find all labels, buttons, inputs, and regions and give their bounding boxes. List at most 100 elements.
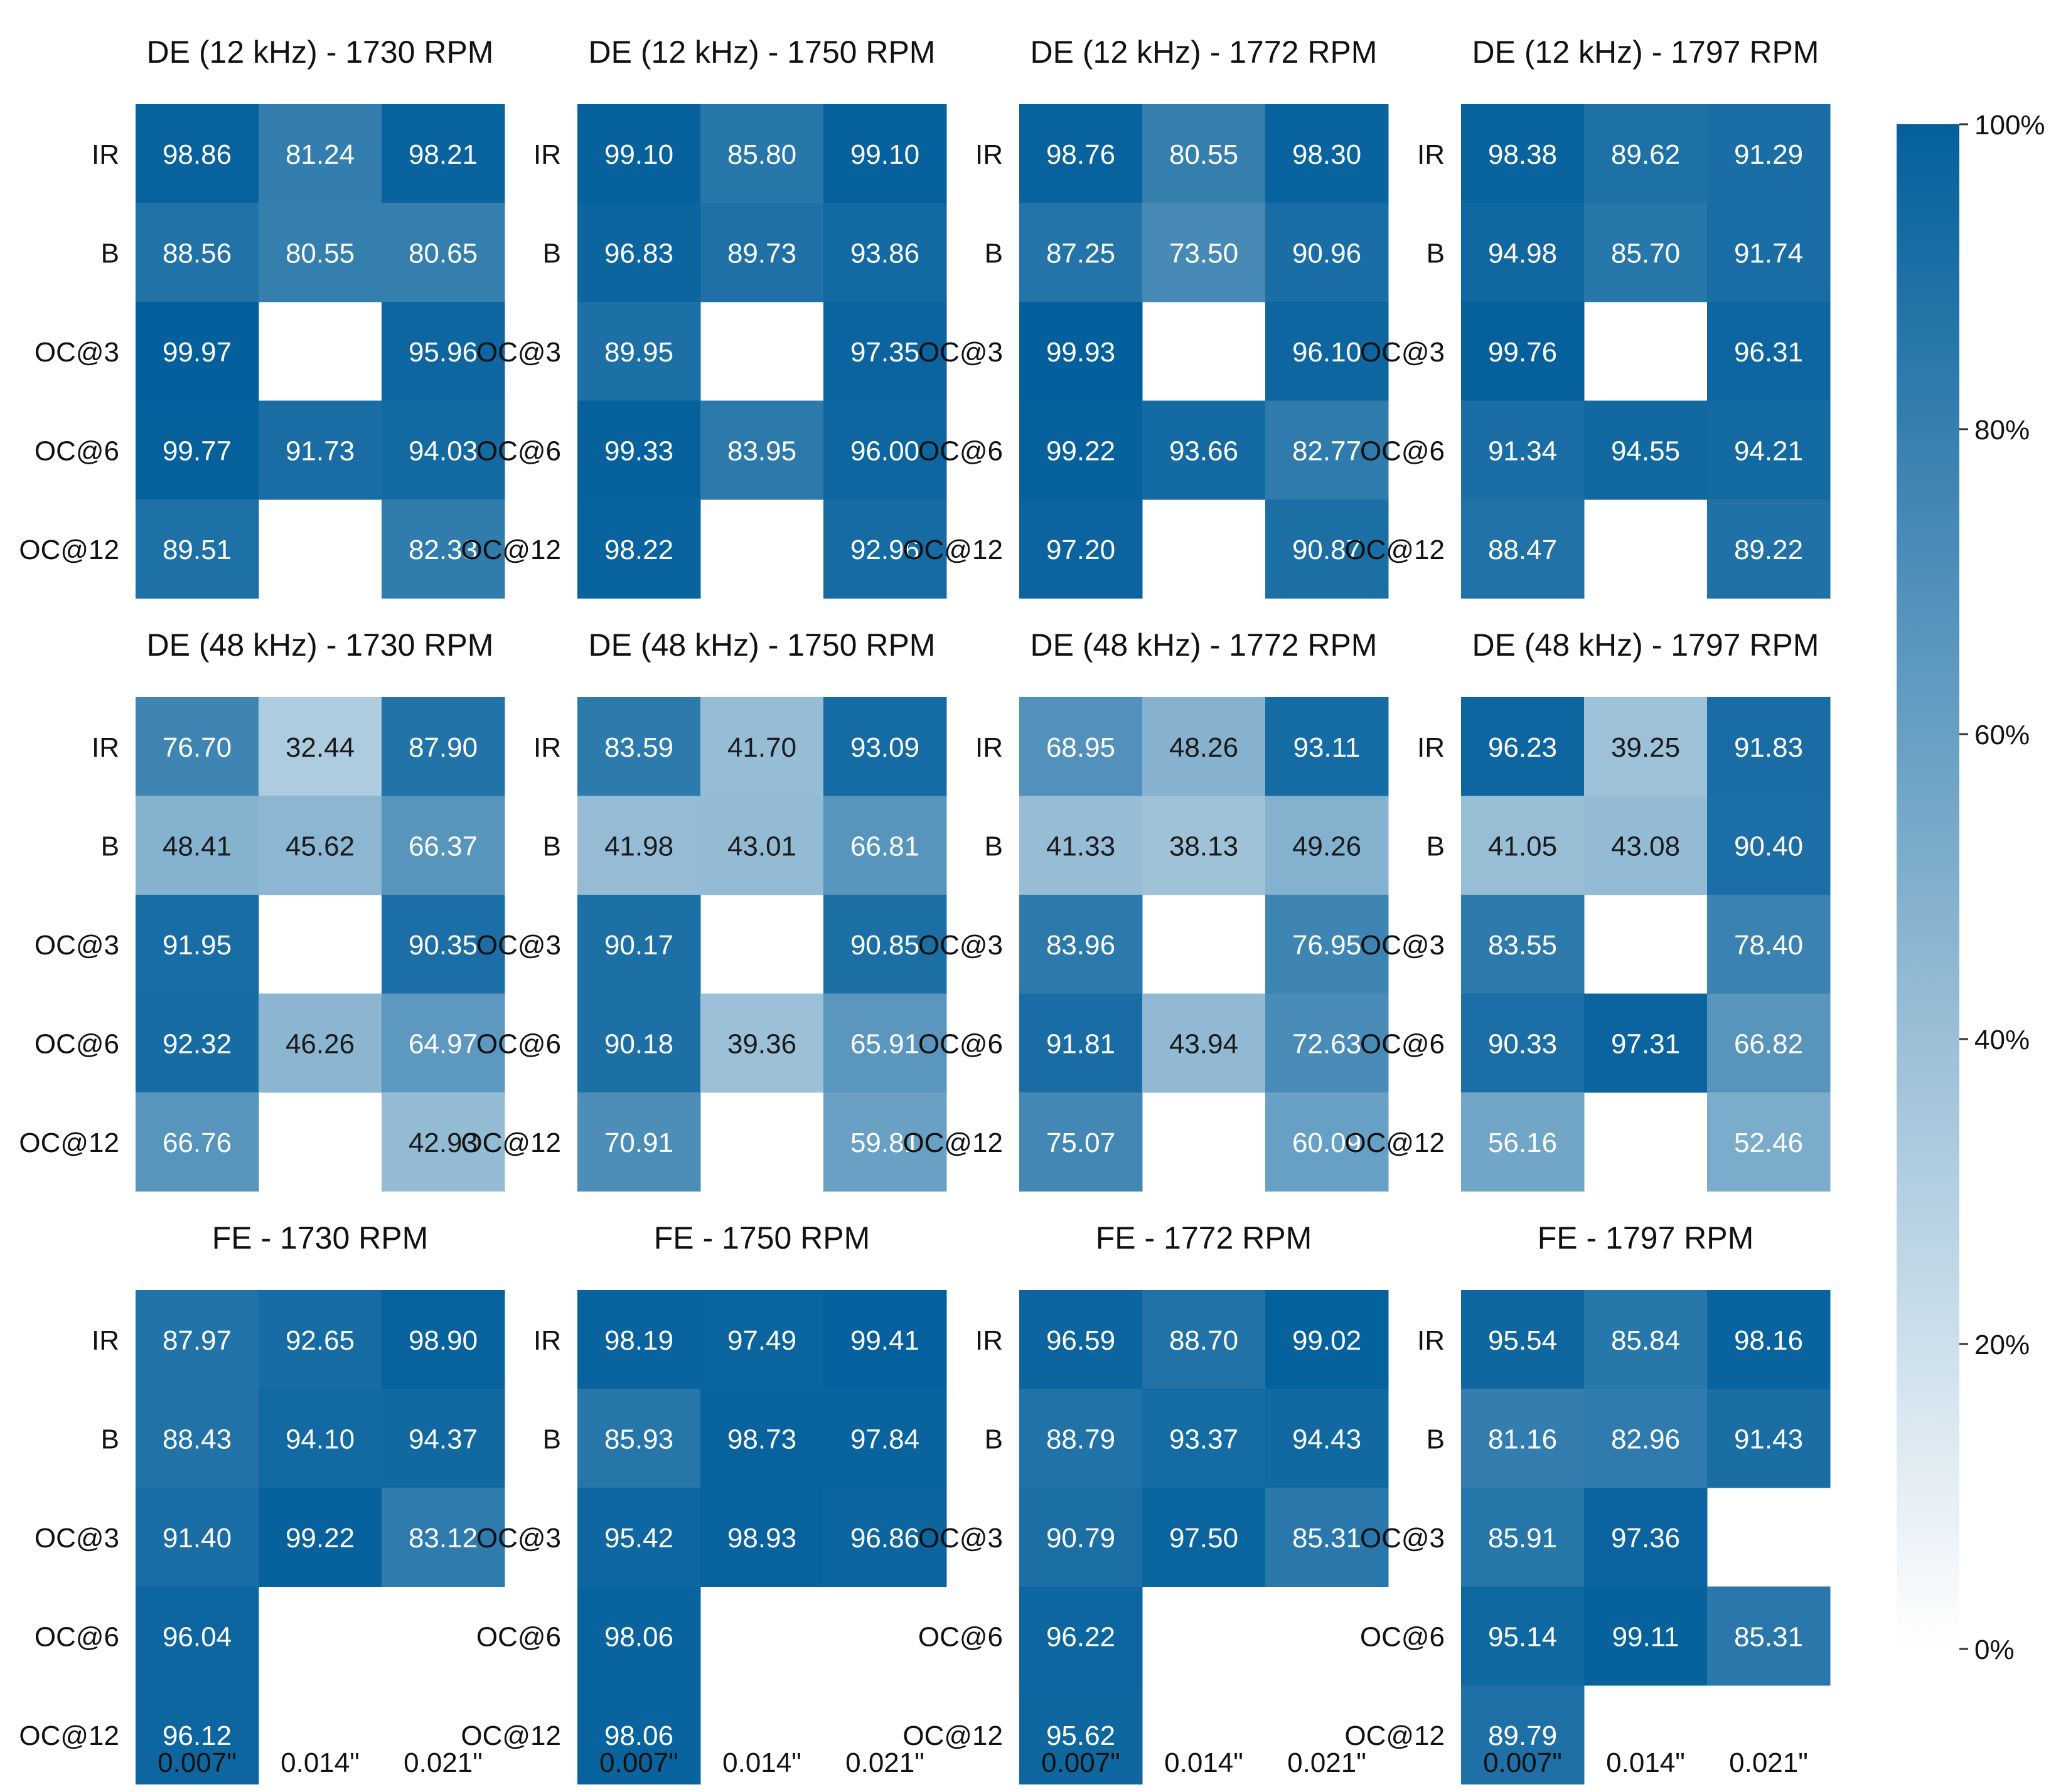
heatmap-cell (1019, 1488, 1143, 1587)
heatmap-panel: DE (12 kHz) - 1772 RPM 98.76 80.55 98.30 87.… (902, 35, 1389, 599)
heatmap-cell (1584, 993, 1708, 1093)
cell-value-label: 95.54 (1488, 1325, 1557, 1356)
heatmap-cell (823, 1290, 947, 1389)
heatmap-cell (1461, 895, 1585, 994)
cell-value-label: 80.55 (286, 238, 355, 269)
heatmap-cell (136, 203, 259, 302)
cell-value-label: 97.31 (1611, 1028, 1680, 1059)
cell-value-label: 89.62 (1611, 139, 1680, 170)
cell-value-label: 83.96 (1046, 930, 1115, 961)
heatmap-panel: DE (48 kHz) - 1730 RPM 76.70 32.44 87.90 48.… (19, 627, 505, 1192)
heatmap-panel: DE (12 kHz) - 1797 RPM 98.38 89.62 91.29 94.… (1344, 35, 1831, 599)
heatmap-cell (136, 895, 259, 994)
cell-value-label: 94.98 (1488, 238, 1557, 269)
row-label: OC@6 (1360, 1621, 1445, 1652)
heatmap-cell (382, 895, 505, 994)
cell-value-label: 96.10 (1292, 337, 1361, 368)
row-label: OC@12 (461, 535, 561, 565)
heatmap-cell (700, 203, 824, 302)
cell-value-label: 97.50 (1169, 1523, 1238, 1554)
cell-value-label: 97.35 (850, 337, 919, 368)
cell-value-label: 41.70 (727, 732, 796, 763)
row-label: IR (975, 1325, 1003, 1356)
heatmap-cell (1461, 1290, 1585, 1389)
heatmap-cell (1019, 1389, 1143, 1488)
row-label: OC@12 (461, 1720, 561, 1751)
row-label: OC@3 (476, 1523, 561, 1554)
cell-value-label: 48.26 (1169, 732, 1238, 763)
panel-title: DE (48 kHz) - 1750 RPM (589, 627, 936, 663)
row-label: B (543, 1424, 561, 1454)
cell-value-label: 43.01 (727, 831, 796, 861)
cell-value-label: 98.19 (604, 1325, 673, 1356)
cell-value-label: 85.93 (604, 1424, 673, 1454)
row-label: OC@3 (1360, 337, 1445, 368)
cell-value-label: 99.10 (604, 139, 673, 170)
heatmap-cell (136, 302, 259, 401)
cell-value-label: 90.87 (1292, 535, 1361, 565)
cell-value-label: 99.22 (286, 1523, 355, 1554)
heatmap-cell (259, 400, 382, 500)
heatmap-cell (1265, 1290, 1389, 1389)
heatmap-cell (1019, 895, 1143, 994)
heatmap-cell (136, 1389, 259, 1488)
cell-value-label: 48.41 (163, 831, 232, 861)
row-label: B (985, 238, 1003, 269)
cell-value-label: 92.32 (163, 1028, 232, 1059)
heatmap-cell (577, 400, 701, 500)
cell-value-label: 89.95 (604, 337, 673, 368)
cell-value-label: 89.73 (727, 238, 796, 269)
cell-value-label: 92.65 (286, 1325, 355, 1356)
col-label: 0.021" (1729, 1747, 1808, 1778)
heatmap-cell (1019, 1685, 1143, 1784)
cell-value-label: 99.93 (1046, 337, 1115, 368)
cell-value-label: 95.62 (1046, 1720, 1115, 1751)
col-label: 0.014" (1164, 1747, 1243, 1778)
cell-value-label: 39.36 (727, 1028, 796, 1059)
heatmap-cell (577, 697, 701, 796)
heatmap-cell (136, 1290, 259, 1389)
cell-value-label: 98.30 (1292, 139, 1361, 170)
cell-value-label: 98.90 (409, 1325, 478, 1356)
row-label: OC@6 (476, 1621, 561, 1652)
heatmap-cell (1142, 993, 1266, 1093)
heatmap-cell (1707, 697, 1831, 796)
cell-value-label: 94.37 (409, 1424, 478, 1454)
colorbar-tick-label: 0% (1974, 1635, 2015, 1665)
row-label: IR (1417, 732, 1445, 763)
heatmap-cell (1707, 895, 1831, 994)
heatmap-cell (1019, 104, 1143, 203)
heatmap-cell (1461, 1488, 1585, 1587)
heatmap-cell (382, 499, 505, 599)
heatmap-cell (259, 104, 382, 203)
heatmap-cell (1019, 1586, 1143, 1686)
row-label: B (101, 831, 119, 861)
row-label: IR (533, 1325, 561, 1356)
colorbar-tick-label: 100% (1974, 110, 2045, 141)
cell-value-label: 95.42 (604, 1523, 673, 1554)
heatmap-cell (1707, 1290, 1831, 1389)
cell-value-label: 73.50 (1169, 238, 1238, 269)
heatmap-cell (577, 796, 701, 895)
heatmap-cell (1461, 104, 1585, 203)
heatmap-cell (1461, 400, 1585, 500)
row-label: OC@6 (918, 435, 1003, 466)
cell-value-label: 83.95 (727, 435, 796, 466)
cell-value-label: 91.81 (1046, 1028, 1115, 1059)
cell-value-label: 96.04 (163, 1621, 232, 1652)
row-label: OC@6 (1360, 1028, 1445, 1059)
cell-value-label: 45.62 (286, 831, 355, 861)
row-label: OC@12 (902, 1128, 1003, 1158)
heatmap-cell (259, 203, 382, 302)
row-label: OC@3 (476, 337, 561, 368)
heatmap-cell (1265, 1092, 1389, 1192)
cell-value-label: 87.90 (409, 732, 478, 763)
panel-title: DE (12 kHz) - 1750 RPM (589, 35, 936, 70)
cell-value-label: 85.80 (727, 139, 796, 170)
cell-value-label: 93.11 (1293, 732, 1361, 763)
heatmap-cell (1584, 697, 1708, 796)
cell-value-label: 85.84 (1611, 1325, 1680, 1356)
heatmap-cell (382, 302, 505, 401)
heatmap-cell (1584, 796, 1708, 895)
cell-value-label: 96.83 (604, 238, 673, 269)
